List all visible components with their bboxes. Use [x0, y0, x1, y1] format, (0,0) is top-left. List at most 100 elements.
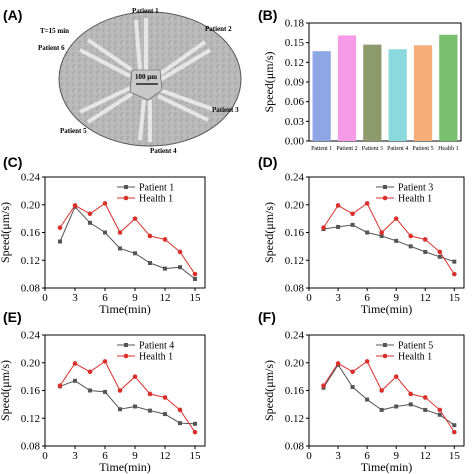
y-tick-label-f: 0.08	[285, 441, 305, 453]
legend-label-c-2: Health 1	[139, 194, 173, 205]
data-point-f-1	[408, 402, 413, 407]
data-point-d-2	[452, 271, 457, 277]
data-point-e-1	[193, 421, 197, 426]
x-tick-label-c: 0	[42, 292, 48, 304]
y-tick-label-d: 0.08	[285, 283, 305, 295]
chart-e: 0.08 0.12 0.16 0.20 0.24 Speed(μm/s) 0 3 6 9 12 15 T…	[0, 330, 206, 474]
x-tick-label-f: 15	[449, 450, 461, 462]
data-point-e-2	[192, 429, 198, 435]
plot-frame-d	[308, 176, 465, 289]
x-tick-label-e: 12	[160, 450, 171, 462]
x-tick-label-b: Health 1	[438, 146, 459, 152]
plot-frame-b	[308, 22, 462, 142]
data-point-d-1	[408, 244, 413, 249]
data-point-c-2	[162, 237, 168, 242]
series-line-d-2	[323, 202, 455, 275]
micro-scale-label: 100 μm	[135, 73, 157, 81]
data-point-e-2	[132, 374, 138, 379]
data-point-d-1	[423, 249, 428, 254]
data-point-f-2	[452, 429, 457, 435]
data-point-f-2	[379, 388, 384, 393]
legend-marker-c-2	[123, 195, 129, 201]
data-point-c-2	[57, 225, 63, 230]
plot-frame-c	[44, 176, 206, 289]
chart-d: 0.08 0.12 0.16 0.20 0.24 Speed(μm/s) 0 3 6 9 12 15 T…	[262, 172, 465, 316]
data-point-e-1	[178, 421, 182, 426]
y-tick-label-d: 0.24	[285, 172, 305, 184]
x-tick-label-e: 9	[132, 450, 138, 462]
x-tick-label-c: 9	[132, 292, 138, 304]
x-tick-label-d: 9	[393, 292, 399, 304]
data-point-e-1	[88, 388, 92, 393]
y-tick-label-d: 0.20	[285, 199, 305, 211]
micro-label-patient-1: Patient 1	[132, 7, 159, 15]
data-point-d-2	[364, 201, 370, 206]
x-tick-label-f: 0	[306, 450, 312, 462]
data-point-e-1	[103, 389, 107, 394]
y-tick-label-b: 0.03	[285, 116, 305, 128]
data-point-f-2	[350, 369, 355, 375]
panel-label-e: (E)	[3, 309, 22, 325]
x-tick-label-c: 3	[72, 292, 78, 304]
data-point-e-1	[133, 404, 137, 409]
x-tick-label-d: 15	[449, 292, 461, 304]
data-point-d-2	[437, 249, 443, 255]
data-point-e-2	[117, 388, 123, 393]
data-point-d-1	[350, 222, 355, 227]
data-point-d-1	[336, 224, 341, 229]
data-point-c-2	[102, 201, 108, 206]
series-line-c-2	[59, 202, 196, 275]
data-point-c-1	[133, 251, 137, 256]
y-tick-label-f: 0.24	[285, 330, 305, 342]
data-point-f-2	[364, 359, 370, 364]
data-point-e-1	[148, 408, 152, 413]
chart-c: 0.08 0.12 0.16 0.20 0.24 Speed(μm/s) 0 3 6 9 12 15 T…	[0, 172, 206, 316]
y-tick-label-d: 0.12	[285, 255, 304, 267]
y-tick-label-f: 0.16	[285, 385, 305, 397]
data-point-f-2	[408, 391, 414, 397]
data-point-d-1	[365, 230, 370, 235]
bar-2	[337, 35, 357, 142]
legend-label-f-1: Patient 5	[398, 341, 433, 352]
data-point-c-1	[103, 230, 107, 235]
legend-label-f-2: Health 1	[398, 352, 432, 363]
panel-label-a: (A)	[3, 7, 22, 23]
x-axis-label-f: Time(min)	[361, 460, 413, 474]
data-point-f-2	[321, 383, 326, 388]
x-tick-label-c: 12	[160, 292, 171, 304]
data-point-e-2	[72, 361, 78, 366]
series-line-f-2	[323, 360, 455, 433]
y-tick-label-c: 0.20	[21, 199, 41, 211]
data-point-d-2	[422, 237, 428, 242]
data-point-c-2	[177, 249, 183, 255]
panel-label-c: (C)	[3, 154, 22, 170]
data-point-e-1	[163, 412, 167, 417]
legend-marker-f-2	[382, 353, 388, 359]
x-tick-label-f: 3	[335, 450, 341, 462]
y-tick-label-f: 0.12	[285, 413, 304, 425]
legend-marker-d-1	[383, 185, 387, 189]
data-point-d-2	[321, 225, 326, 230]
bar-6	[439, 34, 458, 141]
micrograph: T=15 min 100 μm Patient 1 Patient 2 Pati…	[38, 7, 242, 155]
micro-channels	[79, 18, 216, 142]
data-point-c-2	[87, 211, 93, 217]
data-point-c-1	[163, 266, 167, 271]
y-tick-label-e: 0.08	[21, 441, 41, 453]
x-tick-label-d: 12	[420, 292, 431, 304]
y-tick-label-b: 0.15	[285, 37, 305, 49]
data-point-d-1	[379, 233, 384, 238]
data-point-c-1	[148, 261, 152, 266]
x-tick-label-d: 3	[335, 292, 341, 304]
series-line-d-1	[323, 224, 455, 263]
data-point-f-1	[365, 397, 370, 402]
x-tick-label-e: 0	[42, 450, 48, 462]
data-point-d-2	[408, 233, 414, 239]
data-point-c-2	[132, 216, 138, 221]
y-axis-label-e: Speed(μm/s)	[0, 360, 12, 421]
data-point-d-1	[452, 259, 457, 264]
x-tick-label-f: 6	[364, 450, 370, 462]
data-point-e-2	[177, 407, 183, 413]
y-tick-label-b: 0.09	[285, 77, 305, 89]
x-axis-label-d: Time(min)	[361, 302, 413, 316]
